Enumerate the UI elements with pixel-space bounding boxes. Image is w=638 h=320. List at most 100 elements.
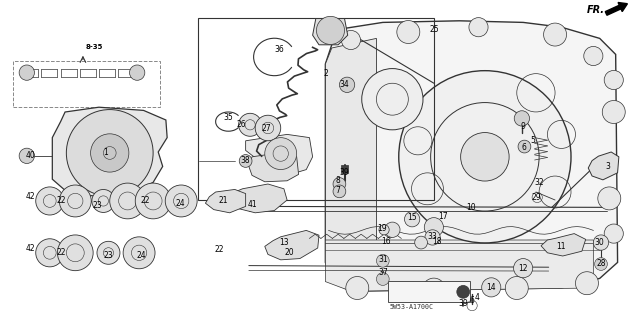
Text: 15: 15 bbox=[407, 213, 417, 222]
Circle shape bbox=[584, 46, 603, 66]
Text: 28: 28 bbox=[597, 260, 605, 268]
Circle shape bbox=[457, 285, 470, 298]
Circle shape bbox=[514, 259, 533, 278]
Circle shape bbox=[339, 77, 355, 92]
Circle shape bbox=[404, 212, 420, 227]
Circle shape bbox=[595, 258, 607, 270]
Circle shape bbox=[376, 273, 389, 285]
Text: 7: 7 bbox=[336, 186, 341, 195]
Text: 2: 2 bbox=[323, 69, 328, 78]
Text: 8-35: 8-35 bbox=[85, 44, 103, 50]
Text: 1: 1 bbox=[103, 148, 108, 156]
Text: 16: 16 bbox=[381, 237, 391, 246]
Polygon shape bbox=[249, 154, 299, 182]
Circle shape bbox=[265, 138, 297, 170]
Text: 11: 11 bbox=[557, 242, 566, 251]
Text: 19: 19 bbox=[376, 224, 387, 233]
Circle shape bbox=[91, 134, 129, 172]
Text: 29: 29 bbox=[531, 193, 541, 202]
Text: 32: 32 bbox=[534, 178, 544, 187]
Circle shape bbox=[57, 235, 93, 271]
Circle shape bbox=[376, 254, 389, 267]
Text: 9: 9 bbox=[521, 122, 526, 131]
Text: 17: 17 bbox=[438, 212, 449, 220]
Text: 18: 18 bbox=[433, 237, 441, 246]
Circle shape bbox=[482, 278, 501, 297]
Text: FR.: FR. bbox=[587, 4, 605, 15]
Circle shape bbox=[316, 16, 345, 44]
Text: 27: 27 bbox=[262, 124, 272, 132]
Circle shape bbox=[333, 185, 346, 198]
Circle shape bbox=[518, 140, 531, 153]
Text: 36: 36 bbox=[274, 45, 285, 54]
Circle shape bbox=[333, 178, 346, 190]
Text: 23: 23 bbox=[93, 201, 103, 210]
Bar bbox=[198, 18, 434, 200]
Circle shape bbox=[514, 111, 530, 126]
Text: 34: 34 bbox=[339, 80, 350, 89]
Circle shape bbox=[424, 218, 443, 237]
Text: 39: 39 bbox=[339, 168, 350, 177]
Circle shape bbox=[130, 65, 145, 80]
Text: 26: 26 bbox=[236, 120, 246, 129]
Polygon shape bbox=[541, 234, 586, 256]
Circle shape bbox=[399, 71, 571, 243]
Circle shape bbox=[425, 230, 440, 245]
Text: 5W53-A1700C: 5W53-A1700C bbox=[389, 304, 433, 309]
Circle shape bbox=[255, 115, 281, 141]
Polygon shape bbox=[325, 240, 593, 291]
Text: 42: 42 bbox=[25, 244, 35, 253]
Text: 21: 21 bbox=[219, 196, 228, 205]
Text: 12: 12 bbox=[519, 264, 528, 273]
Polygon shape bbox=[228, 184, 287, 213]
Text: 14: 14 bbox=[486, 284, 496, 292]
Circle shape bbox=[598, 187, 621, 210]
Circle shape bbox=[593, 235, 609, 250]
Text: 35: 35 bbox=[223, 113, 234, 122]
Polygon shape bbox=[52, 107, 167, 197]
Circle shape bbox=[239, 155, 252, 167]
Text: 39: 39 bbox=[458, 300, 468, 308]
Text: 3: 3 bbox=[605, 162, 610, 171]
Circle shape bbox=[92, 189, 115, 212]
Bar bbox=[388, 281, 470, 302]
Circle shape bbox=[604, 70, 623, 90]
Polygon shape bbox=[246, 134, 313, 174]
Polygon shape bbox=[313, 19, 348, 45]
Circle shape bbox=[422, 278, 445, 301]
Text: 22: 22 bbox=[214, 245, 223, 254]
Text: 6: 6 bbox=[470, 296, 475, 305]
Circle shape bbox=[385, 222, 400, 237]
Polygon shape bbox=[205, 189, 246, 213]
Text: 22: 22 bbox=[57, 196, 66, 205]
Text: 42: 42 bbox=[25, 192, 35, 201]
Text: 8: 8 bbox=[336, 176, 341, 185]
Text: 25: 25 bbox=[429, 25, 439, 34]
Circle shape bbox=[544, 23, 567, 46]
Circle shape bbox=[397, 20, 420, 44]
Circle shape bbox=[362, 68, 423, 130]
Text: 41: 41 bbox=[247, 200, 257, 209]
Text: 23: 23 bbox=[103, 252, 114, 260]
Text: 31: 31 bbox=[378, 255, 388, 264]
FancyArrow shape bbox=[605, 3, 627, 15]
Circle shape bbox=[123, 237, 155, 269]
Polygon shape bbox=[325, 21, 618, 291]
Text: 37: 37 bbox=[378, 268, 389, 277]
Circle shape bbox=[110, 183, 145, 219]
Circle shape bbox=[135, 183, 171, 219]
Circle shape bbox=[415, 236, 427, 249]
Bar bbox=[13, 61, 160, 107]
Bar bbox=[341, 165, 348, 173]
Circle shape bbox=[604, 224, 623, 243]
Text: 20: 20 bbox=[284, 248, 294, 257]
Polygon shape bbox=[588, 152, 619, 180]
Circle shape bbox=[379, 225, 389, 235]
Circle shape bbox=[97, 241, 120, 264]
Circle shape bbox=[505, 276, 528, 300]
Text: 24: 24 bbox=[137, 252, 147, 260]
Text: 13: 13 bbox=[279, 238, 289, 247]
Circle shape bbox=[165, 185, 197, 217]
Text: 38: 38 bbox=[241, 156, 251, 165]
Circle shape bbox=[346, 276, 369, 300]
